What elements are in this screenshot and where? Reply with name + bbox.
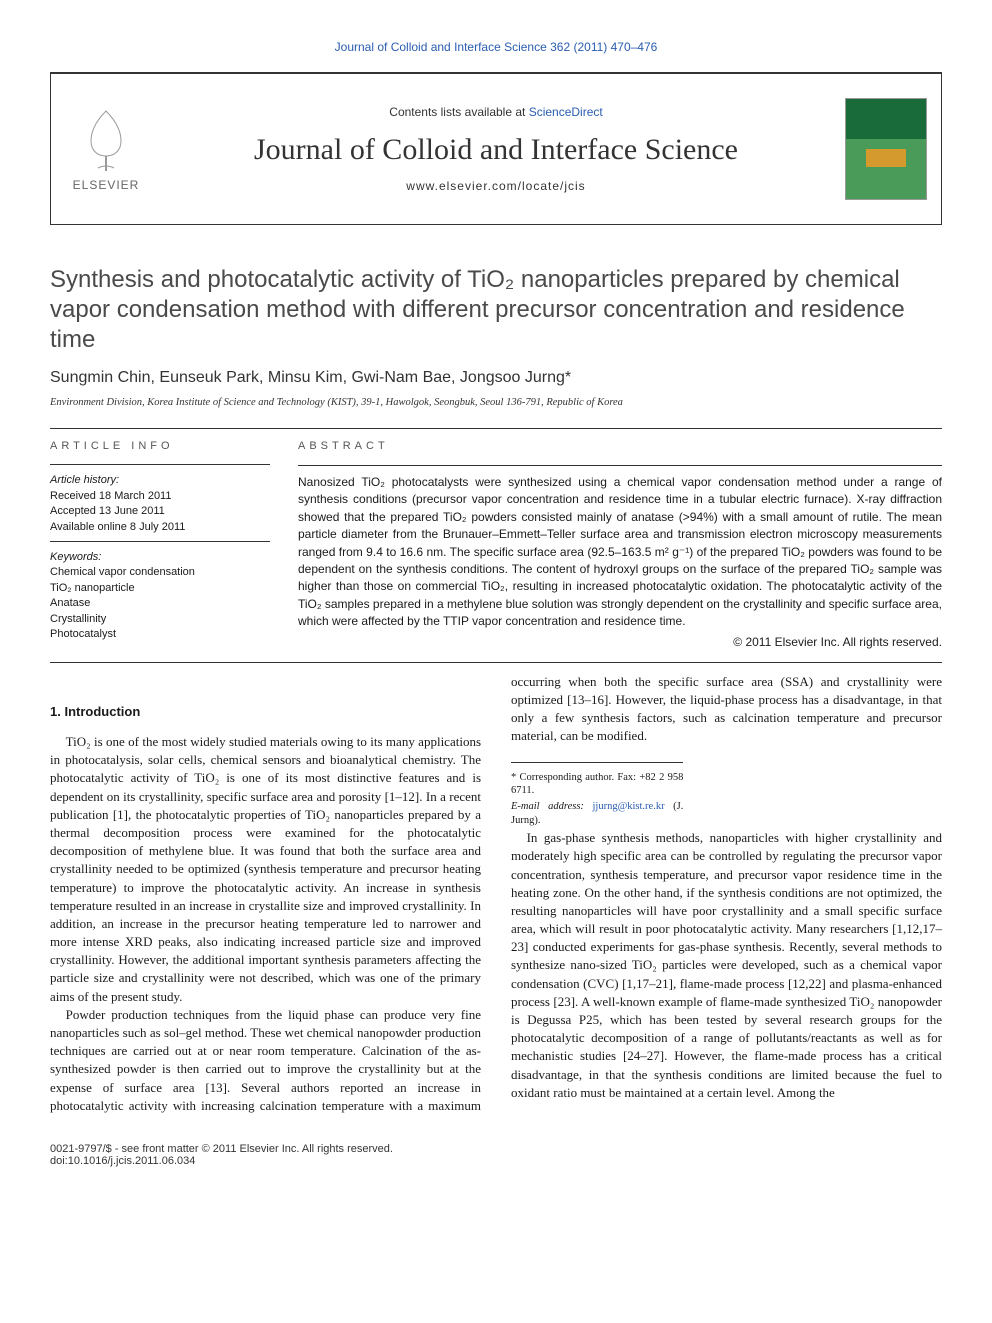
keyword: Chemical vapor condensation [50,565,270,580]
keyword: TiO₂ nanoparticle [50,581,270,596]
journal-title: Journal of Colloid and Interface Science [161,133,831,167]
keyword: Anatase [50,596,270,611]
divider [50,662,942,663]
journal-header: ELSEVIER Contents lists available at Sci… [50,72,942,225]
corr-email-line: E-mail address: jjurng@kist.re.kr (J. Ju… [511,800,683,827]
section-heading-intro: 1. Introduction [50,703,481,721]
publisher-logo: ELSEVIER [51,106,161,192]
article-info-heading: ARTICLE INFO [50,439,270,454]
contents-line: Contents lists available at ScienceDirec… [161,105,831,119]
publisher-name: ELSEVIER [73,178,140,192]
authors-text: Sungmin Chin, Eunseuk Park, Minsu Kim, G… [50,369,565,386]
info-abstract-grid: ARTICLE INFO Article history: Received 1… [50,439,942,652]
article-info-column: ARTICLE INFO Article history: Received 1… [50,439,270,652]
abstract-column: ABSTRACT Nanosized TiO₂ photocatalysts w… [298,439,942,652]
journal-reference-link[interactable]: Journal of Colloid and Interface Science… [50,40,942,54]
contents-prefix: Contents lists available at [389,105,528,119]
article-title: Synthesis and photocatalytic activity of… [50,265,942,355]
abstract-copyright: © 2011 Elsevier Inc. All rights reserved… [298,634,942,651]
keyword: Photocatalyst [50,627,270,642]
footer-doi[interactable]: doi:10.1016/j.jcis.2011.06.034 [50,1155,942,1167]
corresponding-marker: * [565,369,571,386]
divider [50,541,270,542]
divider [50,464,270,465]
corr-fax: * Corresponding author. Fax: +82 2 958 6… [511,771,683,798]
history-label: Article history: [50,473,270,488]
divider [50,428,942,429]
page-footer: 0021-9797/$ - see front matter © 2011 El… [50,1143,942,1167]
footer-issn-line: 0021-9797/$ - see front matter © 2011 El… [50,1143,942,1155]
body-text-columns: 1. Introduction TiO₂ is one of the most … [50,673,942,1115]
online-date: Available online 8 July 2011 [50,520,270,535]
abstract-heading: ABSTRACT [298,439,942,455]
keywords-label: Keywords: [50,550,270,565]
sciencedirect-link[interactable]: ScienceDirect [529,105,603,119]
journal-cover-thumb [831,98,941,200]
corresponding-author-note: * Corresponding author. Fax: +82 2 958 6… [511,762,683,828]
abstract-text: Nanosized TiO₂ photocatalysts were synth… [298,474,942,631]
affiliation: Environment Division, Korea Institute of… [50,397,942,408]
accepted-date: Accepted 13 June 2011 [50,504,270,519]
received-date: Received 18 March 2011 [50,489,270,504]
header-center: Contents lists available at ScienceDirec… [161,105,831,193]
authors-list: Sungmin Chin, Eunseuk Park, Minsu Kim, G… [50,369,942,387]
intro-paragraph-3: In gas-phase synthesis methods, nanopart… [511,829,942,1102]
elsevier-tree-icon [76,106,136,176]
journal-locate-url[interactable]: www.elsevier.com/locate/jcis [161,179,831,193]
divider [298,465,942,466]
corr-email-label: E-mail address: [511,801,584,812]
keyword: Crystallinity [50,612,270,627]
intro-paragraph-1: TiO₂ is one of the most widely studied m… [50,733,481,1006]
corr-email-link[interactable]: jjurng@kist.re.kr [593,801,665,812]
